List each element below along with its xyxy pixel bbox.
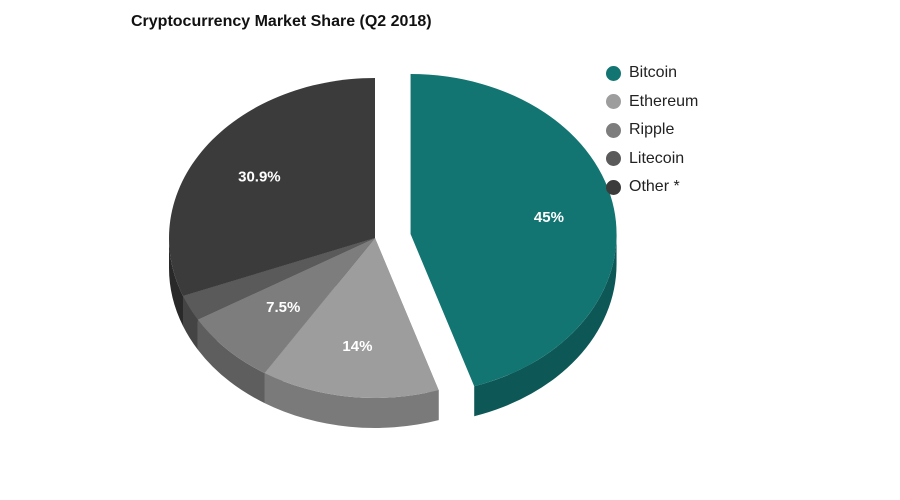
slice-label-other: 30.9% [238,169,281,186]
side-band-bitcoin [474,234,617,417]
legend-swatch [606,179,621,195]
legend-swatch [606,94,621,110]
side-band-other [169,238,183,326]
legend-label: Bitcoin [629,64,678,82]
legend-label: Ripple [629,121,675,139]
chart-legend: Bitcoin Ethereum Ripple Litecoin Other * [606,59,698,202]
slice-label-ripple: 7.5% [266,299,300,316]
pie-slice-other [168,78,375,296]
side-band-litecoin [182,295,198,350]
chart-title: Cryptocurrency Market Share (Q2 2018) [131,13,432,30]
legend-swatch [606,65,621,81]
pie-slice-labels: 45% 14% 7.5% 30.9% [238,169,564,355]
pie-top-faces [168,74,617,398]
legend-item-other: Other * [606,173,698,202]
legend-swatch [606,151,621,167]
pie-slice-litecoin [182,238,375,320]
side-band-ethereum [264,373,439,428]
legend-swatch [606,122,621,138]
legend-label: Litecoin [629,149,685,167]
pie-slice-ripple [197,238,375,374]
pie-slice-bitcoin [410,74,617,387]
legend-item-ethereum: Ethereum [606,88,698,117]
side-band-ripple [197,319,265,404]
legend-item-ripple: Ripple [606,116,698,145]
legend-label: Ethereum [629,92,699,110]
legend-item-bitcoin: Bitcoin [606,59,698,88]
legend-item-litecoin: Litecoin [606,145,698,174]
slice-label-bitcoin: 45% [534,209,564,226]
slice-label-ethereum: 14% [342,338,372,355]
legend-label: Other * [629,178,680,196]
pie-slice-ethereum [264,238,439,398]
